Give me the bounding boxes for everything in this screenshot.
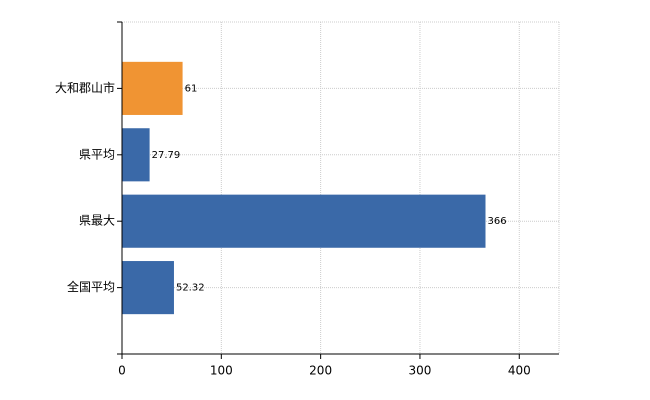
x-tick-label: 100 [210, 364, 233, 378]
bar [122, 61, 183, 115]
data-label: 61 [185, 83, 198, 94]
x-tick-label: 400 [508, 364, 531, 378]
x-tick-label: 200 [309, 364, 332, 378]
y-tick-label: 県平均 [79, 147, 115, 161]
y-tick-label: 全国平均 [67, 279, 115, 294]
y-tick-label: 大和郡山市 [55, 80, 115, 95]
y-tick-label: 県最大 [79, 214, 115, 228]
bar [122, 128, 150, 182]
data-label: 27.79 [152, 150, 181, 161]
x-tick-label: 300 [409, 364, 432, 378]
bar [122, 194, 486, 248]
bar [122, 261, 174, 315]
data-label: 366 [488, 216, 507, 227]
x-tick-label: 0 [118, 364, 126, 378]
data-label: 52.32 [176, 283, 205, 294]
